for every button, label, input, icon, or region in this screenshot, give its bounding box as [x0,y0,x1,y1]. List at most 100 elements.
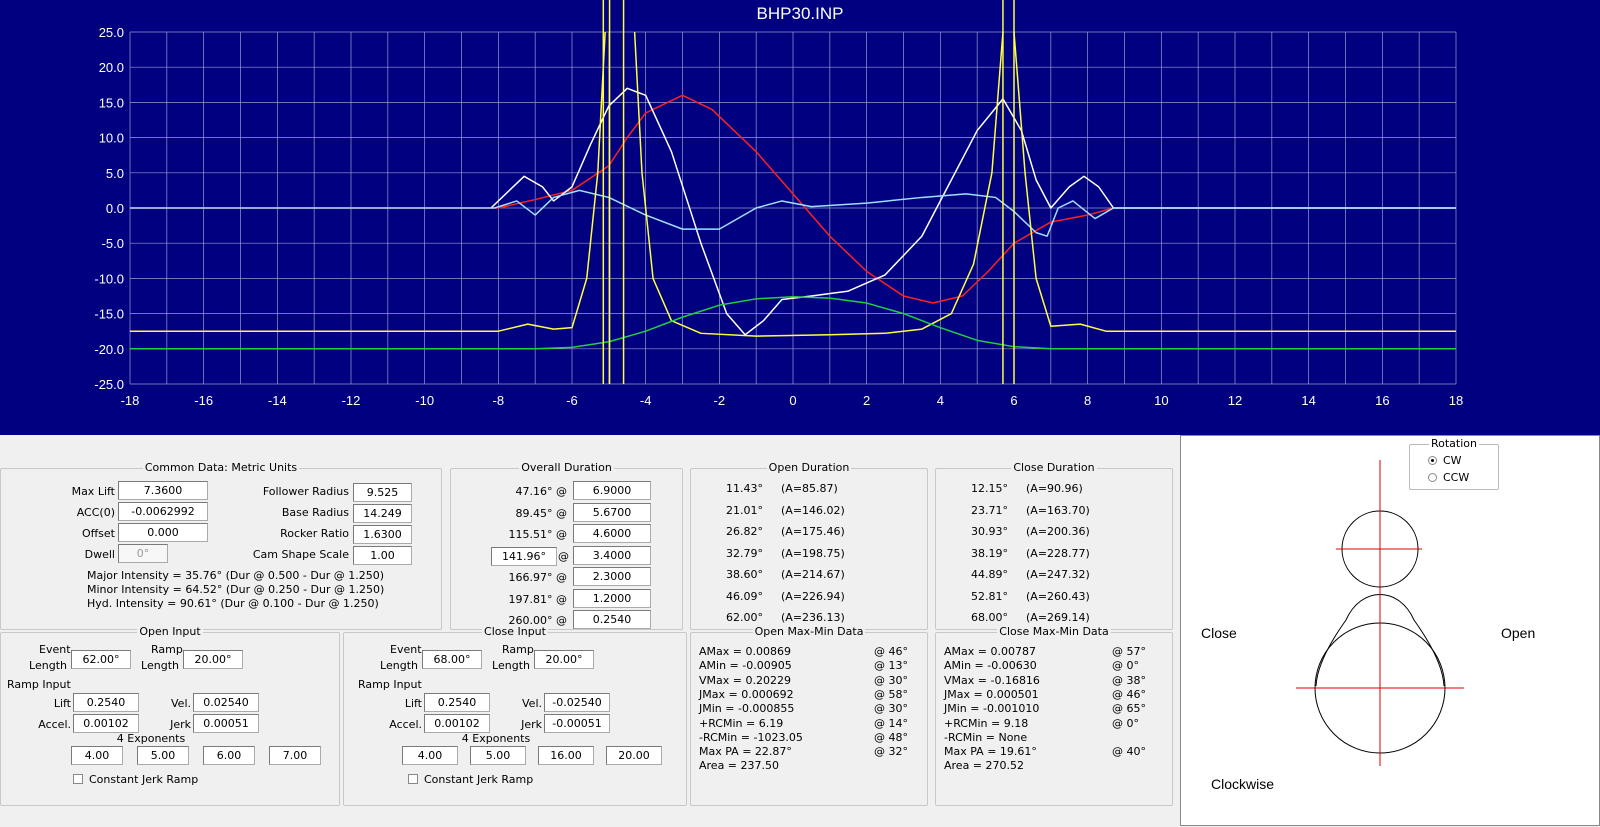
lift-label: Lift [53,697,71,710]
maxmin-angle: @ 30° [874,673,908,687]
open_input-group: Open Input Event Length 62.00° Ramp Length 20.… [0,625,340,806]
exponent-field[interactable]: 5.00 [137,746,189,765]
ramp-length-field[interactable]: 20.00° [183,650,243,669]
event-label: Event [39,643,71,656]
duration-angle: 26.82° [726,525,763,538]
y-tick-label: 5.0 [106,166,124,181]
x-tick-label: -12 [342,393,361,408]
chart-svg: -18 -16 -14 -12 -10 -8 -6 -4 -2 0 2 4 6 8 10 12 14 16 18 25… [94,0,1463,408]
accel-field[interactable]: 0.00102 [424,714,490,733]
exponent-field[interactable]: 6.00 [203,746,255,765]
jerk-field[interactable]: -0.00051 [544,714,610,733]
vel-field[interactable]: 0.02540 [193,693,259,712]
close_dur-group: Close Duration 12.15° (A=90.96) 23.71° (A=16… [935,461,1173,630]
y-tick-label: -20.0 [94,342,124,357]
duration-angle: 62.00° [726,611,763,624]
duration-angle-field[interactable]: 141.96° [491,546,557,566]
group-title: Open Duration [766,461,852,474]
x-tick-label: 12 [1228,393,1242,408]
exponent-field[interactable]: 16.00 [538,746,594,765]
base-field[interactable]: 14.249 [353,504,412,523]
y-tick-label: -10.0 [94,271,124,286]
length-label: Length [380,659,418,672]
checkbox-box[interactable] [73,774,83,784]
rocker-field[interactable]: 1.6300 [353,525,412,544]
duration-angle: 68.00° [971,611,1008,624]
jerk-field[interactable]: 0.00051 [193,714,259,733]
lift-field[interactable]: 0.2540 [424,693,490,712]
ramp-length-label: Length [492,659,530,672]
ccw-radio[interactable]: CCW [1428,471,1469,484]
vel-label: Vel. [522,697,542,710]
open_dur-group: Open Duration 11.43° (A=85.87) 21.01° (A=146… [690,461,928,630]
cam-drawing [1296,460,1464,766]
maxmin-angle: @ 58° [874,687,908,701]
group-title: Close Duration [1011,461,1097,474]
open_mm-group-caption: Open Max-Min Data [691,625,927,638]
exponent-field[interactable]: 5.00 [470,746,526,765]
maxmin-value: Max PA = 19.61° [944,745,1037,759]
scale-field[interactable]: 1.00 [353,546,412,565]
constant-jerk-ramp-checkbox[interactable]: Constant Jerk Ramp [73,773,198,786]
duration-lift-field[interactable]: 0.2540 [573,610,651,629]
series-line [130,31,606,332]
rotation-group: Rotation CW CCW [1409,437,1499,490]
group-title: Open Input [137,625,203,638]
maxmin-value: Area = 237.50 [699,759,780,773]
exponent-field[interactable]: 4.00 [402,746,458,765]
y-tick-label: 0.0 [106,201,124,216]
accel-label: Accel. [389,718,422,731]
duration-lift-field[interactable]: 2.3000 [573,567,651,586]
duration-area: (A=260.43) [1026,589,1090,603]
duration-angle: 46.09° [726,589,763,603]
acc0-field[interactable]: -0.0062992 [118,502,208,521]
x-tick-label: -2 [714,393,726,408]
duration-area: (A=146.02) [781,503,845,517]
accel-field[interactable]: 0.00102 [73,714,139,733]
duration-lift-field[interactable]: 3.4000 [573,545,651,565]
duration-lift-field[interactable]: 6.9000 [573,481,651,500]
ramp-length-field[interactable]: 20.00° [534,650,594,669]
x-tick-label: -10 [415,393,434,408]
checkbox-box[interactable] [408,774,418,784]
exponent-field[interactable]: 20.00 [606,746,662,765]
event-length-field[interactable]: 62.00° [71,650,131,669]
constant-jerk-ramp-checkbox[interactable]: Constant Jerk Ramp [408,773,533,786]
maxmin-angle: @ 32° [874,745,908,759]
vel-field[interactable]: -0.02540 [544,693,610,712]
exponent-field[interactable]: 7.00 [269,746,321,765]
duration-lift-field[interactable]: 1.2000 [573,588,651,608]
duration-lift-field[interactable]: 5.6700 [573,502,651,522]
duration-area: (A=175.46) [781,525,845,538]
duration-area: (A=90.96) [1026,482,1083,495]
max_lift-field[interactable]: 7.3600 [118,481,208,500]
maxmin-angle: @ 46° [874,645,908,658]
ramp-length-label: Length [141,659,179,672]
maxmin-value: JMin = -0.000855 [699,702,795,716]
open-label: Open [1501,625,1536,641]
x-tick-label: 8 [1084,393,1091,408]
maxmin-angle: @ 0° [1112,659,1139,673]
duration-lift-field[interactable]: 4.6000 [573,524,651,543]
overall-duration-group-caption: Overall Duration [451,461,682,474]
close_input-group: Close Input Event Length 68.00° Ramp Length 20… [343,625,687,806]
ccw-label: CCW [1443,471,1470,484]
y-tick-label: -25.0 [94,377,124,392]
maxmin-value: +RCMin = 6.19 [699,716,784,730]
acc0-label: ACC(0) [76,506,115,519]
exponents-label: 4 Exponents [461,732,531,745]
exponent-field[interactable]: 4.00 [71,746,123,765]
maxmin-value: JMin = -0.001010 [944,702,1040,716]
accel-label: Accel. [38,718,71,731]
event-length-field[interactable]: 68.00° [422,650,482,669]
offset-field[interactable]: 0.000 [118,523,208,542]
group-title: Close Input [482,625,548,638]
duration-area: (A=228.77) [1026,546,1090,560]
cw-radio[interactable]: CW [1428,454,1462,467]
lift-field[interactable]: 0.2540 [73,693,139,712]
series-line [1013,31,1456,332]
x-tick-label: 10 [1154,393,1168,408]
follower-field[interactable]: 9.525 [353,483,412,502]
ramp-label: Ramp [151,643,183,656]
ramp-label: Ramp [502,643,534,656]
